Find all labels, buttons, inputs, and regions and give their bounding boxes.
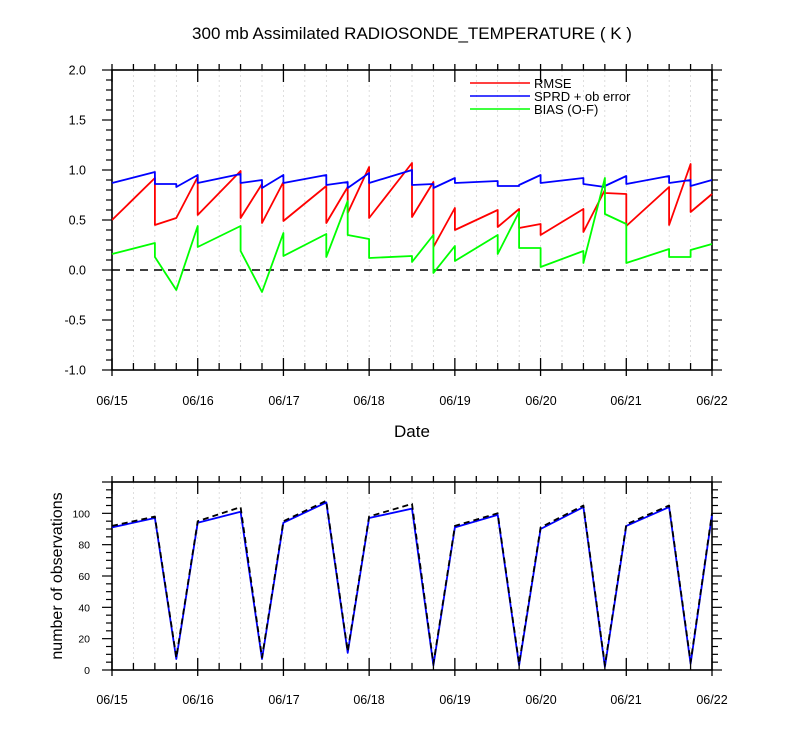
series-line-rmse — [111, 162, 713, 248]
top-ytick-label: 0.5 — [69, 214, 86, 228]
bottom-y-tick-labels: 0 20 40 60 80 100 — [72, 508, 90, 677]
top-xtick-label: 06/17 — [268, 394, 299, 408]
top-xtick-label: 06/15 — [96, 394, 127, 408]
top-ytick-label: 0.0 — [69, 264, 86, 278]
legend-label-sprd: SPRD + ob error — [534, 89, 631, 104]
bottom-xtick-label: 06/20 — [525, 693, 556, 707]
bottom-ytick-label: 80 — [78, 540, 90, 552]
bottom-tick-marks — [102, 476, 722, 676]
bottom-xtick-label: 06/17 — [268, 693, 299, 707]
top-panel: 300 mb Assimilated RADIOSONDE_TEMPERATUR… — [64, 24, 727, 441]
top-chart-title: 300 mb Assimilated RADIOSONDE_TEMPERATUR… — [192, 24, 632, 43]
top-xtick-label: 06/18 — [353, 394, 384, 408]
top-tick-marks — [102, 64, 722, 376]
top-ytick-label: -0.5 — [64, 314, 86, 328]
bottom-xtick-label: 06/22 — [696, 693, 727, 707]
top-xtick-label: 06/16 — [182, 394, 213, 408]
legend: RMSE SPRD + ob error BIAS (O-F) — [470, 76, 631, 117]
bottom-y-axis-label: number of observations — [49, 492, 66, 659]
legend-label-bias: BIAS (O-F) — [534, 102, 598, 117]
series-line-observations-possible — [111, 499, 713, 667]
top-series-group — [111, 162, 713, 293]
top-y-tick-labels: -1.0 -0.5 0.0 0.5 1.0 1.5 2.0 — [64, 64, 86, 378]
top-ytick-label: 1.5 — [69, 114, 86, 128]
bottom-ytick-label: 60 — [78, 571, 90, 583]
bottom-ytick-label: 20 — [78, 634, 90, 646]
top-ytick-label: 2.0 — [69, 64, 86, 78]
series-line-bias-o-f — [111, 177, 713, 293]
bottom-xtick-label: 06/16 — [182, 693, 213, 707]
top-xtick-label: 06/19 — [439, 394, 470, 408]
top-ytick-label: -1.0 — [64, 364, 86, 378]
top-x-tick-labels: 06/15 06/16 06/17 06/18 06/19 06/20 06/2… — [96, 394, 727, 408]
top-ytick-label: 1.0 — [69, 164, 86, 178]
top-plot-grid — [133, 70, 691, 370]
top-xtick-label: 06/22 — [696, 394, 727, 408]
top-x-axis-label: Date — [394, 422, 430, 441]
bottom-ytick-label: 40 — [78, 602, 90, 614]
bottom-xtick-label: 06/19 — [439, 693, 470, 707]
bottom-series-group — [111, 499, 713, 668]
bottom-panel: 0 20 40 60 80 100 06/15 06/16 06/17 06/1… — [49, 476, 728, 707]
series-line-sprd-ob-error — [111, 169, 713, 189]
bottom-ytick-label: 100 — [72, 508, 90, 520]
top-xtick-label: 06/20 — [525, 394, 556, 408]
bottom-ytick-label: 0 — [84, 665, 90, 677]
legend-label-rmse: RMSE — [534, 76, 572, 91]
bottom-x-tick-labels: 06/15 06/16 06/17 06/18 06/19 06/20 06/2… — [96, 693, 727, 707]
top-xtick-label: 06/21 — [610, 394, 641, 408]
bottom-xtick-label: 06/15 — [96, 693, 127, 707]
bottom-xtick-label: 06/18 — [353, 693, 384, 707]
bottom-xtick-label: 06/21 — [610, 693, 641, 707]
